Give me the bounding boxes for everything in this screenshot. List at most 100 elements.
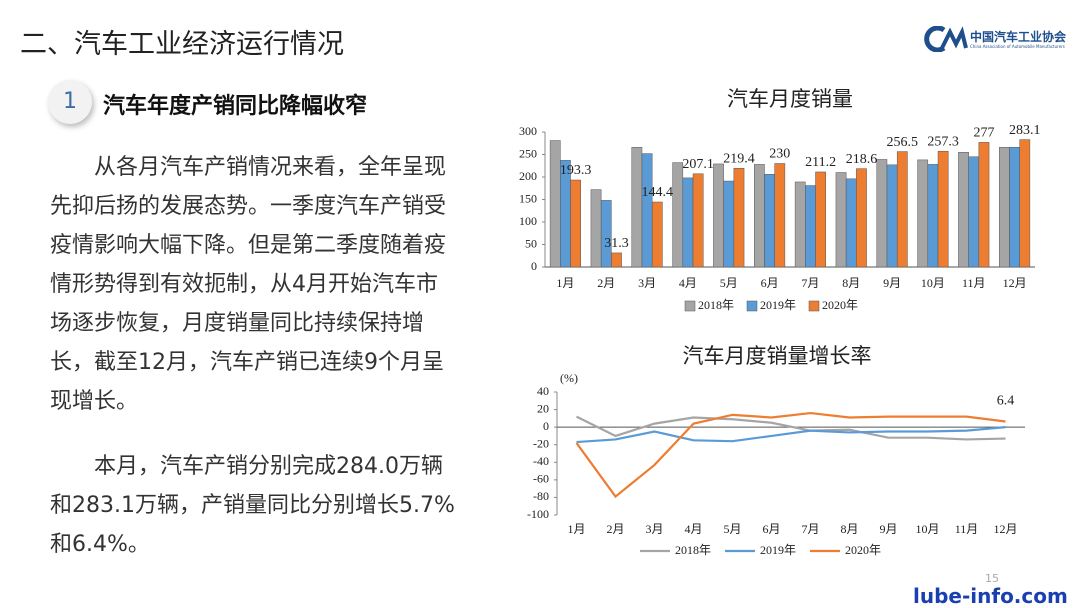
x-tick-label: 3月 bbox=[638, 276, 656, 290]
bar bbox=[590, 189, 602, 268]
bar bbox=[733, 168, 745, 268]
slide-title: 二、汽车工业经济运行情况 bbox=[20, 29, 344, 60]
x-tick-label: 4月 bbox=[684, 522, 702, 536]
bar bbox=[641, 153, 653, 268]
bar bbox=[754, 164, 765, 268]
x-tick-label: 9月 bbox=[879, 522, 897, 536]
logo-icon bbox=[924, 26, 968, 52]
x-tick-label: 5月 bbox=[720, 276, 738, 290]
data-label: 6.4 bbox=[997, 394, 1015, 409]
x-tick-label: 12月 bbox=[993, 522, 1017, 536]
x-tick-label: 1月 bbox=[556, 276, 574, 290]
x-tick-label: 8月 bbox=[840, 522, 858, 536]
data-label: 193.3 bbox=[560, 163, 592, 178]
y-tick-label: 300 bbox=[519, 124, 537, 138]
x-tick-label: 4月 bbox=[679, 276, 697, 290]
watermark: lube-info.com bbox=[913, 584, 1068, 608]
x-tick-label: 12月 bbox=[1003, 276, 1027, 290]
bar bbox=[856, 168, 867, 268]
y-tick-label: 40 bbox=[537, 384, 549, 398]
bar bbox=[774, 163, 786, 268]
y-tick-label: -80 bbox=[533, 489, 549, 503]
y-tick-label: -100 bbox=[527, 507, 549, 521]
x-tick-label: 11月 bbox=[962, 276, 986, 290]
data-label: 207.1 bbox=[682, 157, 714, 172]
line-series bbox=[576, 426, 1006, 444]
data-label: 257.3 bbox=[927, 134, 959, 149]
data-label: 283.1 bbox=[1009, 123, 1041, 138]
bar bbox=[651, 201, 663, 268]
bar bbox=[835, 172, 847, 268]
bar bbox=[958, 152, 969, 268]
bar bbox=[723, 180, 735, 268]
x-tick-label: 7月 bbox=[801, 276, 819, 290]
bar bbox=[1009, 147, 1020, 268]
x-tick-label: 5月 bbox=[723, 522, 741, 536]
bar bbox=[968, 156, 980, 268]
bar bbox=[631, 147, 643, 268]
data-label: 256.5 bbox=[887, 135, 919, 150]
x-tick-label: 6月 bbox=[762, 522, 780, 536]
bar bbox=[672, 162, 684, 268]
y-tick-label: -60 bbox=[533, 472, 549, 486]
paragraph: 从各月汽车产销情况来看，全年呈现先抑后扬的发展态势。一季度汽车产销受疫情影响大幅… bbox=[50, 155, 447, 414]
y-tick-label: 100 bbox=[519, 214, 537, 228]
page-number: 15 bbox=[985, 572, 999, 585]
bar bbox=[917, 159, 929, 268]
line-series bbox=[576, 415, 1006, 441]
bar bbox=[876, 159, 888, 268]
bar bbox=[937, 150, 949, 268]
x-tick-label: 7月 bbox=[801, 522, 819, 536]
x-tick-label: 2月 bbox=[606, 522, 624, 536]
paragraph: 本月，汽车产销分别完成284.0万辆和283.1万辆，产销量同比分别增长5.7%… bbox=[50, 454, 455, 557]
bar bbox=[570, 179, 581, 268]
legend-label: 2018年 bbox=[675, 543, 711, 557]
bar bbox=[549, 140, 561, 268]
data-label: 230 bbox=[769, 147, 790, 162]
legend-swatch bbox=[684, 300, 696, 312]
bar bbox=[713, 163, 724, 268]
bar bbox=[815, 171, 826, 268]
bar bbox=[682, 177, 694, 268]
legend-label: 2018年 bbox=[698, 298, 734, 312]
legend-label: 2020年 bbox=[822, 298, 858, 312]
data-label: 218.6 bbox=[846, 152, 878, 167]
data-label: 211.2 bbox=[805, 155, 836, 170]
chart-title: 汽车月度销量增长率 bbox=[683, 344, 872, 368]
bar bbox=[611, 252, 622, 268]
x-tick-label: 8月 bbox=[842, 276, 860, 290]
data-label: 31.3 bbox=[604, 236, 629, 251]
bar bbox=[600, 200, 612, 268]
y-tick-label: 200 bbox=[519, 169, 537, 183]
line-series bbox=[575, 411, 1006, 499]
bar bbox=[845, 178, 857, 268]
y-tick-label: 0 bbox=[543, 419, 549, 433]
x-tick-label: 11月 bbox=[955, 522, 979, 536]
y-axis-label: (%) bbox=[560, 371, 578, 385]
legend-swatch bbox=[808, 300, 820, 312]
logo-sub: China Association of Automobile Manufact… bbox=[970, 44, 1065, 49]
section-title: 汽车年度产销同比降幅收窄 bbox=[103, 94, 368, 119]
y-tick-label: -40 bbox=[533, 454, 549, 468]
bar bbox=[999, 147, 1010, 268]
bar bbox=[896, 151, 908, 268]
legend-label: 2019年 bbox=[760, 298, 796, 312]
bar bbox=[805, 185, 816, 268]
x-tick-label: 6月 bbox=[761, 276, 779, 290]
y-tick-label: 50 bbox=[525, 236, 537, 250]
x-tick-label: 2月 bbox=[597, 276, 615, 290]
y-tick-label: 250 bbox=[519, 146, 537, 160]
x-tick-label: 3月 bbox=[645, 522, 663, 536]
bar bbox=[764, 174, 775, 268]
bar bbox=[1019, 139, 1031, 268]
x-tick-label: 10月 bbox=[915, 522, 939, 536]
bar bbox=[927, 164, 939, 268]
legend-label: 2020年 bbox=[845, 543, 881, 557]
bar bbox=[794, 181, 806, 268]
data-label: 219.4 bbox=[723, 151, 755, 166]
data-label: 277 bbox=[973, 126, 994, 141]
y-tick-label: 150 bbox=[519, 191, 537, 205]
bar bbox=[978, 142, 990, 268]
